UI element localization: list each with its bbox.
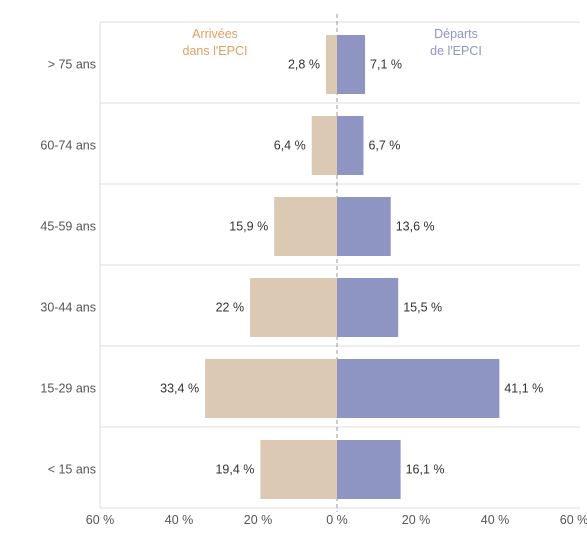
x-tick-label: 40 % (165, 513, 194, 527)
y-tick-label: 30-44 ans (40, 301, 96, 315)
bar-arrivees (260, 440, 337, 499)
legend-arrivees: Arrivées dans l'EPCI (183, 27, 248, 58)
data-label-arrivees: 15,9 % (229, 220, 268, 234)
bar-departs (337, 116, 364, 175)
y-tick-label: 60-74 ans (40, 139, 96, 153)
data-label-arrivees: 6,4 % (274, 139, 306, 153)
legend-line: de l'EPCI (430, 44, 482, 58)
data-label-departs: 41,1 % (504, 382, 543, 396)
bars-group (205, 35, 500, 499)
x-tick-label: 0 % (326, 513, 348, 527)
y-tick-label: 45-59 ans (40, 220, 96, 234)
data-label-departs: 6,7 % (368, 139, 400, 153)
data-label-departs: 16,1 % (406, 463, 445, 477)
legend-line: Départs (434, 27, 478, 41)
legend-departs: Départs de l'EPCI (430, 27, 482, 58)
bar-departs (337, 278, 399, 337)
y-tick-label: > 75 ans (48, 58, 96, 72)
y-tick-label: 15-29 ans (40, 382, 96, 396)
bar-arrivees (325, 35, 337, 94)
bar-departs (337, 359, 500, 418)
legend-line: Arrivées (192, 27, 238, 41)
data-label-arrivees: 22 % (216, 301, 245, 315)
data-label-departs: 15,5 % (403, 301, 442, 315)
data-label-departs: 7,1 % (370, 58, 402, 72)
data-label-arrivees: 33,4 % (160, 382, 199, 396)
bar-departs (337, 35, 366, 94)
bar-arrivees (250, 278, 337, 337)
y-tick-label: < 15 ans (48, 463, 96, 477)
x-tick-label: 20 % (244, 513, 273, 527)
grid-lines (99, 14, 580, 512)
data-label-departs: 13,6 % (396, 220, 435, 234)
legend: Arrivées dans l'EPCI Départs de l'EPCI (183, 27, 482, 58)
data-label-arrivees: 19,4 % (215, 463, 254, 477)
y-axis-labels: > 75 ans 60-74 ans 45-59 ans 30-44 ans 15-29… (40, 58, 96, 477)
x-axis-labels: 60 % 40 % 20 % 0 % 20 % 40 % 60 % (86, 513, 587, 527)
x-tick-label: 60 % (86, 513, 115, 527)
bar-arrivees (311, 116, 337, 175)
data-label-arrivees: 2,8 % (288, 58, 320, 72)
bar-departs (337, 197, 391, 256)
bar-departs (337, 440, 401, 499)
legend-line: dans l'EPCI (183, 44, 248, 58)
bar-arrivees (274, 197, 337, 256)
x-tick-label: 60 % (560, 513, 587, 527)
data-labels: 2,8 % 7,1 % 6,4 % 6,7 % 15,9 % 13,6 % 22 % 15,5… (160, 58, 543, 477)
bar-arrivees (205, 359, 337, 418)
x-tick-label: 40 % (481, 513, 510, 527)
x-tick-label: 20 % (402, 513, 431, 527)
